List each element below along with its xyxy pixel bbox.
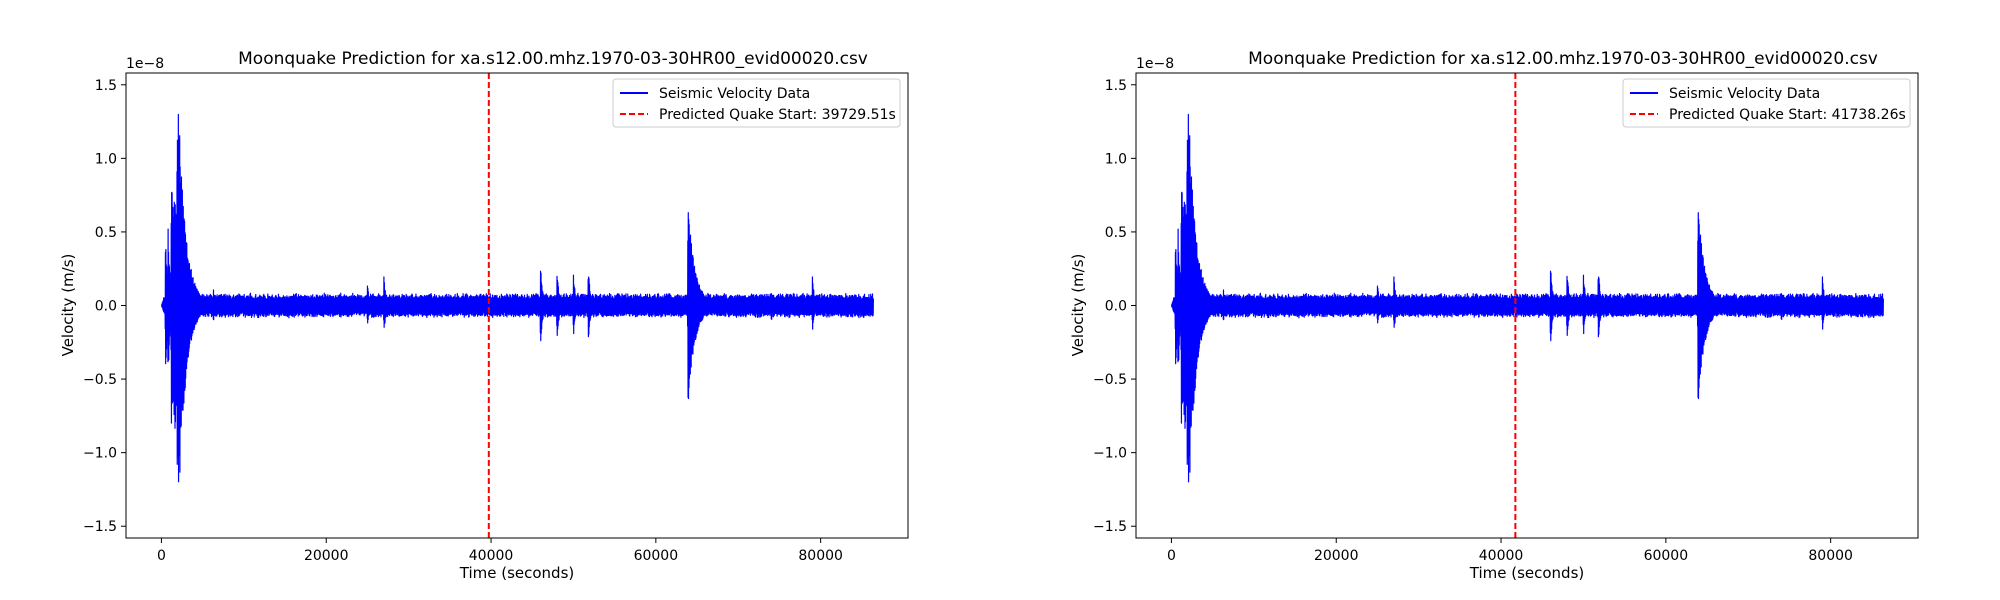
x-tick-label: 20000 [1314, 548, 1359, 564]
chart-title: Moonquake Prediction for xa.s12.00.mhz.1… [238, 49, 868, 69]
y-tick-label: 0.0 [1105, 299, 1127, 315]
x-tick-label: 60000 [634, 548, 679, 564]
legend: Seismic Velocity Data Predicted Quake St… [1622, 78, 1911, 128]
plot-area [160, 73, 874, 538]
y-scale-label: 1e−8 [1136, 56, 1174, 72]
x-tick-label: 80000 [1808, 548, 1853, 564]
y-tick-label: 0.5 [95, 225, 117, 241]
x-tick-label: 0 [157, 548, 166, 564]
x-ticks: 0 20000 40000 60000 80000 [1167, 538, 1853, 564]
legend-label-seismic: Seismic Velocity Data [1669, 86, 1820, 102]
x-tick-label: 80000 [798, 548, 843, 564]
seismic-velocity-line [1170, 113, 1884, 483]
y-tick-label: −0.5 [1093, 372, 1127, 388]
x-tick-label: 20000 [304, 548, 349, 564]
x-tick-label: 60000 [1644, 548, 1689, 564]
chart-panel-right: Moonquake Prediction for xa.s12.00.mhz.1… [1069, 49, 1919, 582]
y-ticks: −1.5 −1.0 −0.5 0.0 0.5 1.0 1.5 [1093, 78, 1136, 535]
y-tick-label: 0.0 [95, 299, 117, 315]
x-axis-label: Time (seconds) [459, 564, 575, 582]
seismic-velocity-line [160, 113, 874, 483]
y-tick-label: 0.5 [1105, 225, 1127, 241]
y-tick-label: 1.5 [1105, 78, 1127, 94]
y-tick-label: −1.0 [83, 446, 117, 462]
legend-label-seismic: Seismic Velocity Data [659, 86, 810, 102]
x-ticks: 0 20000 40000 60000 80000 [157, 538, 843, 564]
x-axis-label: Time (seconds) [1469, 564, 1585, 582]
legend-label-prediction: Predicted Quake Start: 41738.26s [1669, 107, 1906, 123]
chart-title: Moonquake Prediction for xa.s12.00.mhz.1… [1248, 49, 1878, 69]
legend-label-prediction: Predicted Quake Start: 39729.51s [659, 107, 896, 123]
legend: Seismic Velocity Data Predicted Quake St… [612, 78, 901, 128]
y-tick-label: −0.5 [83, 372, 117, 388]
y-tick-label: −1.0 [1093, 446, 1127, 462]
y-axis-label: Velocity (m/s) [1069, 254, 1087, 357]
y-tick-label: 1.0 [1105, 151, 1127, 167]
y-tick-label: 1.0 [95, 151, 117, 167]
legend-box [612, 78, 901, 128]
y-ticks: −1.5 −1.0 −0.5 0.0 0.5 1.0 1.5 [83, 78, 126, 535]
y-tick-label: −1.5 [1093, 519, 1127, 535]
axes-frame [1135, 72, 1919, 539]
x-tick-label: 40000 [469, 548, 514, 564]
y-axis-label: Velocity (m/s) [59, 254, 77, 357]
chart-panel-left: Moonquake Prediction for xa.s12.00.mhz.1… [59, 49, 909, 582]
legend-box [1622, 78, 1911, 128]
x-tick-label: 40000 [1479, 548, 1524, 564]
axes-frame [125, 72, 909, 539]
y-tick-label: −1.5 [83, 519, 117, 535]
x-tick-label: 0 [1167, 548, 1176, 564]
plot-area [1170, 73, 1884, 538]
y-scale-label: 1e−8 [126, 56, 164, 72]
y-tick-label: 1.5 [95, 78, 117, 94]
